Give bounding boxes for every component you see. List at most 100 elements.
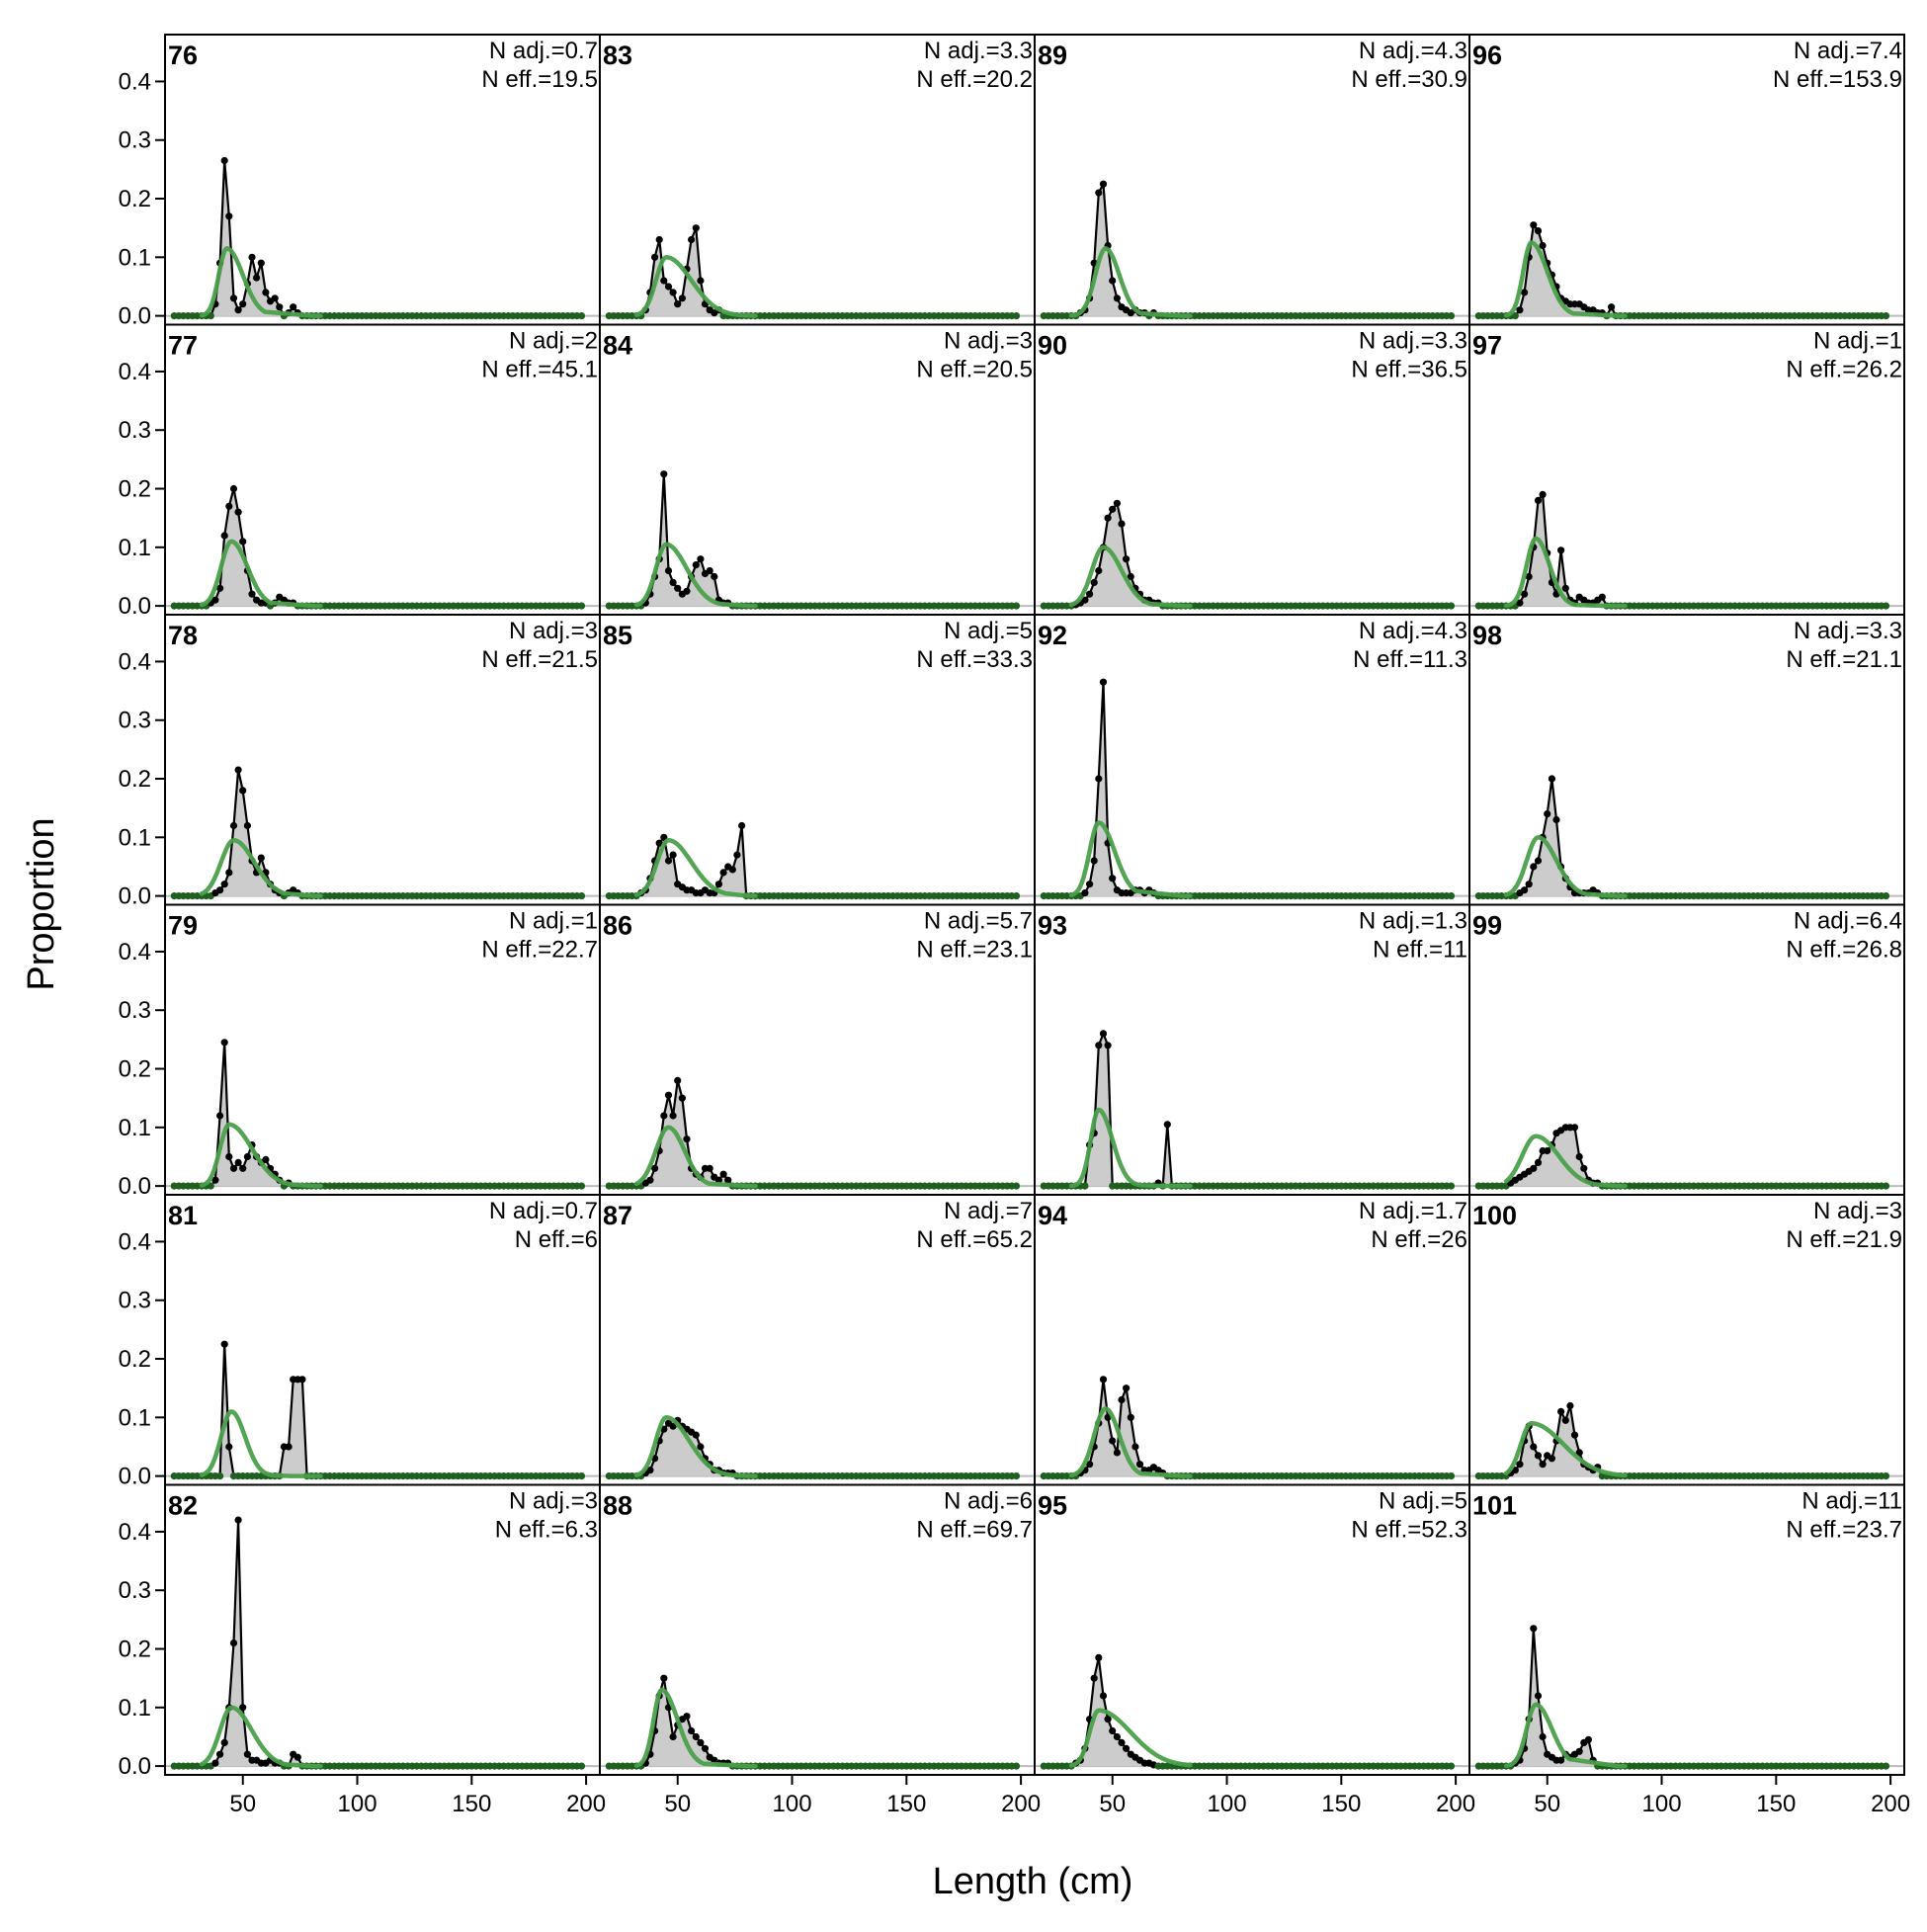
observed-point [1123, 555, 1131, 563]
observed-point [216, 1112, 224, 1120]
panel-label: 82 [168, 1491, 198, 1521]
observed-point [706, 566, 713, 575]
zero-point [577, 312, 586, 320]
observed-point [1552, 815, 1560, 824]
observed-point [1561, 1416, 1569, 1424]
observed-area [206, 488, 298, 607]
n-adj-label: N adj.=3.3 [1794, 618, 1902, 644]
observed-point [697, 277, 705, 285]
n-adj-label: N adj.=1 [1813, 328, 1902, 355]
observed-point [243, 821, 251, 830]
observed-point [239, 787, 247, 795]
observed-point [655, 235, 663, 244]
y-tick-label: 0.4 [119, 68, 151, 95]
panel-100: 100 N adj.=3N eff.=21.9 [1468, 1194, 1905, 1486]
observed-point [1584, 1735, 1592, 1743]
panel-label: 79 [168, 911, 198, 941]
n-eff-label: N eff.=23.7 [1786, 1517, 1902, 1544]
observed-point [229, 1639, 238, 1647]
x-tick-label: 100 [773, 1791, 812, 1817]
n-eff-label: N eff.=65.2 [916, 1226, 1033, 1253]
observed-point [1534, 1452, 1543, 1460]
observed-point [276, 303, 284, 311]
panel-label: 94 [1038, 1201, 1067, 1230]
observed-point [211, 1176, 219, 1184]
observed-point [1525, 881, 1533, 888]
zero-point [1882, 312, 1890, 320]
zero-point [577, 602, 586, 610]
observed-point [646, 1467, 654, 1474]
observed-line [209, 1518, 303, 1768]
observed-point [1570, 1124, 1579, 1132]
panel-88: 88 N adj.=6N eff.=69.7 [599, 1483, 1036, 1776]
observed-point [211, 596, 219, 604]
observed-point [216, 886, 224, 894]
observed-point [262, 1155, 270, 1163]
x-tick-label: 50 [1099, 1791, 1126, 1817]
observed-point [692, 1431, 700, 1439]
observed-point [1566, 1401, 1574, 1410]
observed-point [225, 1443, 233, 1451]
expected-curve [1503, 240, 1628, 318]
observed-point [1539, 1461, 1547, 1469]
observed-point [253, 274, 261, 282]
observed-point [664, 566, 673, 575]
zero-point [577, 1762, 586, 1770]
observed-point [655, 839, 663, 847]
observed-point [229, 821, 238, 830]
observed-point [678, 1094, 687, 1102]
panel-94: 94 N adj.=1.7N eff.=26 [1034, 1194, 1470, 1486]
panel-83: 83 N adj.=3.3N eff.=20.2 [599, 34, 1036, 326]
observed-point [669, 578, 677, 587]
observed-area [210, 1520, 302, 1767]
zero-point [1511, 312, 1519, 320]
observed-point [234, 766, 242, 774]
observed-point [229, 484, 238, 493]
n-eff-label: N eff.=21.9 [1786, 1226, 1902, 1253]
n-eff-label: N eff.=26 [1371, 1226, 1467, 1253]
expected-curve [1068, 1107, 1193, 1189]
x-axis-title: Length (cm) [933, 1861, 1133, 1902]
expected-curve [199, 1705, 323, 1769]
observed-point [669, 1112, 677, 1120]
expected-curve [1068, 545, 1193, 609]
observed-point [1534, 227, 1543, 235]
n-eff-label: N eff.=22.7 [481, 937, 598, 964]
observed-point [697, 555, 705, 563]
observed-point [1099, 1376, 1108, 1384]
n-eff-label: N eff.=69.7 [916, 1517, 1033, 1544]
zero-point [1081, 1182, 1089, 1190]
panel-81: 81 N adj.=0.7N eff.=6 [164, 1194, 601, 1486]
zero-point [1447, 602, 1456, 610]
observed-point [1118, 1738, 1126, 1746]
observed-point [239, 538, 247, 546]
observed-point [220, 156, 228, 165]
observed-point [674, 1076, 682, 1084]
observed-area [640, 1080, 733, 1187]
zero-point [1012, 312, 1021, 320]
observed-point [1516, 1461, 1524, 1469]
observed-point [1095, 566, 1103, 575]
observed-point [1095, 189, 1103, 197]
panel-96: 96 N adj.=7.4N eff.=153.9 [1468, 34, 1905, 326]
x-tick-label: 50 [664, 1791, 691, 1817]
observed-point [1099, 1030, 1108, 1038]
observed-point [1118, 1395, 1126, 1404]
n-adj-label: N adj.=6 [944, 1488, 1033, 1515]
y-tick-label: 0.3 [119, 1288, 151, 1314]
n-eff-label: N eff.=23.1 [916, 937, 1033, 964]
observed-point [1127, 1413, 1134, 1421]
observed-point [728, 866, 736, 874]
observed-point [664, 283, 673, 291]
panel-95: 95 N adj.=5N eff.=52.3 [1034, 1483, 1470, 1776]
observed-point [1530, 1164, 1538, 1172]
observed-point [1530, 1443, 1538, 1451]
panel-label: 77 [168, 331, 198, 361]
n-adj-label: N adj.=3.3 [1359, 328, 1467, 355]
observed-point [271, 294, 279, 302]
x-tick-label: 200 [566, 1791, 606, 1817]
panel-frame [1468, 1483, 1905, 1776]
observed-point [1561, 584, 1569, 592]
observed-point [1127, 572, 1134, 581]
y-tick-label: 0.3 [119, 997, 151, 1024]
